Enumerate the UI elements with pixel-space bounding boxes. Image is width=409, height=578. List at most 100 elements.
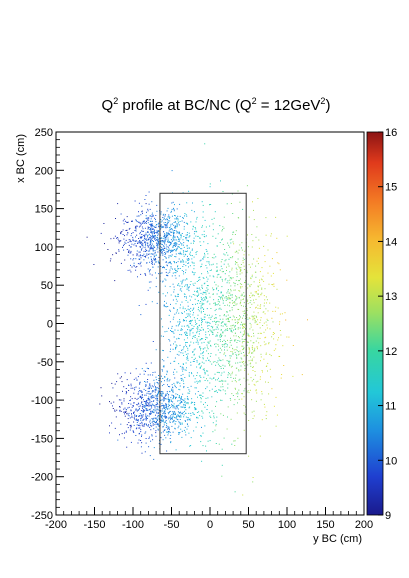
scatter-point (168, 255, 170, 257)
scatter-point (177, 268, 179, 270)
scatter-point (253, 281, 255, 283)
scatter-point (142, 419, 144, 421)
scatter-point (144, 227, 146, 229)
scatter-point (178, 388, 180, 390)
scatter-point (168, 248, 170, 250)
scatter-point (135, 269, 137, 271)
scatter-point (249, 363, 251, 365)
scatter-point (243, 339, 245, 340)
scatter-point (234, 332, 236, 334)
scatter-point (186, 222, 188, 224)
scatter-point (175, 393, 177, 395)
scatter-point (236, 355, 238, 357)
scatter-point (235, 267, 237, 269)
scatter-point (112, 405, 113, 407)
scatter-point (215, 323, 217, 325)
scatter-point (194, 337, 196, 338)
scatter-point (158, 226, 160, 228)
scatter-point (240, 264, 242, 265)
scatter-point (204, 319, 206, 320)
scatter-point (213, 377, 215, 379)
scatter-point (149, 408, 151, 410)
scatter-point (167, 221, 169, 223)
scatter-point (189, 334, 191, 336)
scatter-point (230, 298, 232, 300)
scatter-point (166, 370, 168, 372)
scatter-point (203, 362, 205, 364)
scatter-point (211, 264, 213, 266)
scatter-point (155, 388, 157, 390)
scatter-point (152, 374, 154, 376)
scatter-point (172, 391, 174, 393)
scatter-point (175, 312, 177, 314)
scatter-point (204, 299, 206, 301)
scatter-point (118, 250, 120, 252)
scatter-point (247, 318, 249, 320)
scatter-point (140, 257, 142, 259)
scatter-point (111, 382, 113, 384)
scatter-point (139, 262, 141, 264)
scatter-point (181, 244, 183, 246)
scatter-point (193, 335, 195, 337)
scatter-point (203, 341, 205, 343)
scatter-point (251, 345, 253, 347)
scatter-point (165, 257, 167, 259)
scatter-point (156, 236, 158, 238)
scatter-point (212, 329, 214, 331)
scatter-point (182, 373, 184, 375)
scatter-point (172, 391, 174, 392)
scatter-point (259, 378, 261, 380)
scatter-point (226, 349, 228, 351)
scatter-point (154, 409, 156, 411)
scatter-point (174, 411, 176, 413)
scatter-point (175, 243, 177, 245)
scatter-point (186, 234, 188, 236)
scatter-point (161, 405, 163, 407)
scatter-point (149, 208, 151, 210)
scatter-point (188, 374, 190, 376)
scatter-point (222, 298, 224, 300)
scatter-point (225, 318, 227, 320)
scatter-point (155, 225, 157, 227)
scatter-point (186, 297, 187, 299)
scatter-point (230, 203, 232, 204)
scatter-point (175, 397, 177, 399)
scatter-point (192, 337, 193, 339)
scatter-point (114, 410, 116, 412)
scatter-point (184, 296, 185, 298)
scatter-point (240, 287, 242, 289)
scatter-point (165, 269, 167, 270)
scatter-point (140, 237, 142, 239)
scatter-point (174, 242, 176, 244)
scatter-point (181, 248, 183, 250)
scatter-point (180, 280, 182, 282)
scatter-point (145, 243, 146, 245)
scatter-point (114, 383, 116, 385)
scatter-point (150, 247, 152, 249)
scatter-point (191, 398, 193, 400)
scatter-point (186, 288, 188, 290)
scatter-point (222, 386, 224, 388)
scatter-point (222, 332, 224, 334)
scatter-point (175, 413, 177, 415)
scatter-point (215, 335, 217, 337)
scatter-point (234, 234, 236, 235)
scatter-point (182, 250, 184, 252)
scatter-point (161, 417, 163, 419)
scatter-point (179, 401, 181, 403)
scatter-point (172, 201, 174, 203)
scatter-point (251, 360, 253, 362)
scatter-point (234, 380, 236, 382)
scatter-point (216, 379, 218, 381)
scatter-point (147, 242, 149, 244)
scatter-point (178, 400, 180, 402)
scatter-point (232, 213, 234, 214)
scatter-point (196, 287, 198, 289)
scatter-point (142, 222, 144, 224)
scatter-point (142, 425, 144, 427)
scatter-point (191, 258, 193, 260)
scatter-point (137, 397, 139, 399)
scatter-point (172, 416, 174, 418)
scatter-point (285, 319, 287, 321)
